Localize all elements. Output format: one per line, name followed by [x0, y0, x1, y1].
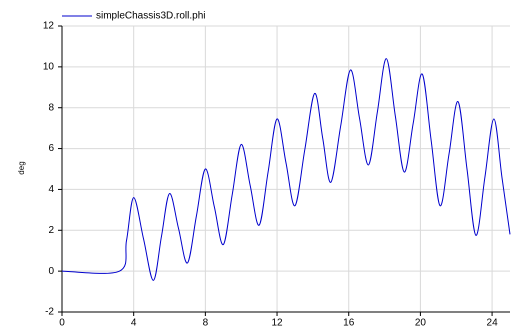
x-tick-label: 4: [131, 318, 137, 329]
y-tick-label: 8: [48, 102, 54, 113]
y-tick-label: 10: [43, 61, 55, 72]
y-tick-label: 6: [48, 143, 54, 154]
data-line: [61, 58, 511, 281]
x-tick-label: 16: [343, 318, 355, 329]
y-tick-label: 12: [43, 21, 55, 32]
x-tick-label: 20: [415, 318, 427, 329]
y-axis-label: deg: [17, 161, 26, 174]
y-tick-label: -2: [45, 307, 54, 318]
x-tick-label: 12: [271, 318, 283, 329]
x-tick-label: 0: [59, 318, 65, 329]
x-tick-label: 8: [203, 318, 209, 329]
y-tick-label: 0: [48, 266, 54, 277]
y-tick-label: 2: [48, 225, 54, 236]
x-tick-label: 24: [487, 318, 499, 329]
legend-label: simpleChassis3D.roll.phi: [96, 11, 205, 22]
y-tick-label: 4: [48, 184, 54, 195]
